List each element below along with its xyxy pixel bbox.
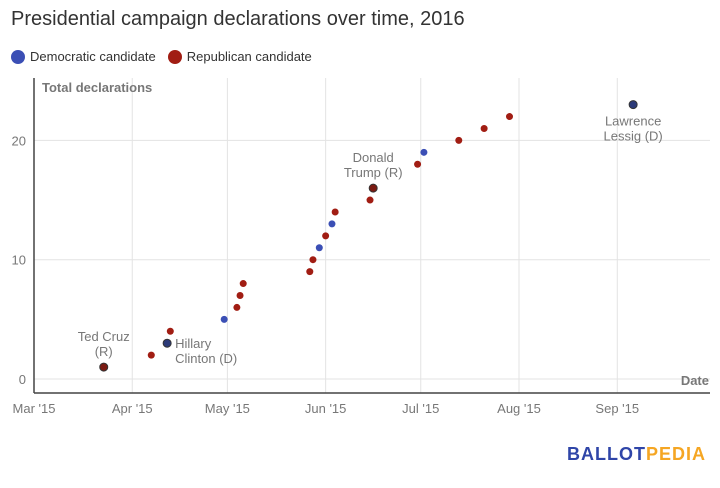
legend-label: Democratic candidate [30, 49, 156, 64]
data-point [166, 327, 174, 335]
data-point [239, 280, 247, 288]
legend-label: Republican candidate [186, 49, 312, 64]
legend-item-republican[interactable]: Republican candidate [167, 49, 312, 64]
point-annotation: Clinton (D) [175, 351, 237, 366]
data-point [328, 220, 336, 228]
point-annotation: Donald [353, 150, 394, 165]
data-point-highlighted [628, 100, 638, 110]
point-annotation: Hillary [175, 336, 212, 351]
legend-swatch-republican [167, 49, 182, 64]
y-tick-label: 10 [12, 253, 26, 268]
data-point [306, 268, 314, 276]
logo-part2: PEDIA [645, 444, 706, 464]
y-tick-label: 20 [12, 133, 26, 148]
data-point [480, 124, 488, 132]
data-point-highlighted [162, 338, 172, 348]
data-point [147, 351, 155, 359]
x-tick-label: Aug '15 [497, 401, 541, 416]
point-annotation: Ted Cruz [78, 329, 130, 344]
y-axis-label: Total declarations [42, 80, 152, 95]
data-point [506, 113, 513, 121]
data-point-highlighted [99, 362, 109, 372]
data-point [331, 208, 339, 216]
point-annotation: Lessig (D) [604, 129, 663, 144]
data-point [420, 148, 428, 156]
x-tick-label: Mar '15 [13, 401, 56, 416]
x-tick-label: Apr '15 [112, 401, 153, 416]
x-tick-label: Sep '15 [595, 401, 639, 416]
data-point [309, 256, 317, 264]
y-tick-label: 0 [19, 372, 26, 387]
ballotpedia-logo: BALLOTPEDIA [567, 444, 706, 465]
x-axis-label: Date [681, 373, 709, 388]
data-point [220, 315, 228, 323]
logo-part1: BALLOT [567, 444, 646, 464]
point-annotation: (R) [95, 344, 113, 359]
point-annotation: Lawrence [605, 114, 661, 129]
legend-swatch-democratic [11, 49, 25, 64]
data-point [366, 196, 374, 204]
data-point [236, 291, 244, 299]
data-point [455, 136, 463, 144]
x-tick-label: Jul '15 [402, 401, 439, 416]
chart-title: Presidential campaign declarations over … [11, 8, 465, 30]
data-point [322, 232, 330, 240]
legend: Democratic candidate Republican candidat… [11, 49, 312, 64]
data-point [233, 303, 241, 311]
x-tick-label: May '15 [205, 401, 250, 416]
data-point [414, 160, 422, 168]
legend-item-democratic[interactable]: Democratic candidate [11, 49, 156, 64]
data-point-highlighted [368, 183, 378, 193]
point-annotation: Trump (R) [344, 165, 403, 180]
x-tick-label: Jun '15 [305, 401, 347, 416]
data-point [315, 244, 323, 252]
